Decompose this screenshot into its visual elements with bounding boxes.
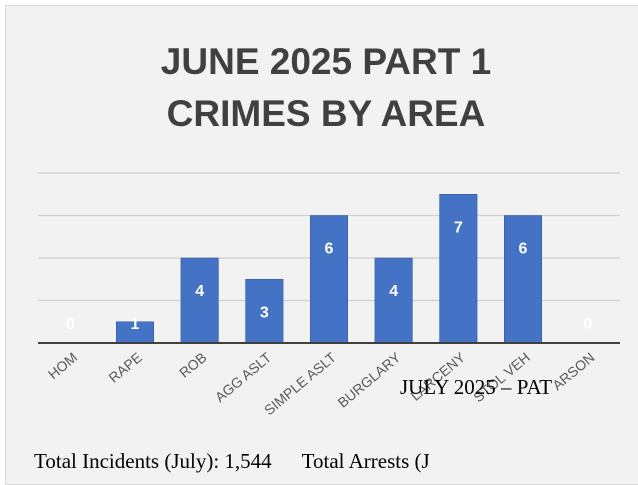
chart-title-line-2: CRIMES BY AREA bbox=[166, 93, 486, 134]
chart-title: JUNE 2025 PART 1 CRIMES BY AREA bbox=[6, 36, 638, 140]
data-label-arson: 0 bbox=[583, 316, 592, 333]
tick-label-hom: HOM bbox=[45, 349, 80, 382]
data-label-hom: 0 bbox=[66, 316, 75, 333]
document-heading: JULY 2025 – PAT bbox=[400, 375, 553, 399]
data-label-larceny: 7 bbox=[454, 219, 463, 236]
chart-title-line-1: JUNE 2025 PART 1 bbox=[160, 41, 492, 82]
data-label-agg-aslt: 3 bbox=[260, 304, 269, 321]
total-arrests-text: Total Arrests (J bbox=[301, 449, 430, 473]
bar-simple-aslt bbox=[309, 215, 349, 344]
total-incidents-text: Total Incidents (July): 1,544 bbox=[34, 449, 272, 473]
data-label-stol-veh: 6 bbox=[519, 241, 528, 258]
tick-label-burglary: BURGLARY bbox=[334, 349, 404, 411]
data-label-rape: 1 bbox=[131, 316, 140, 333]
bar-rob bbox=[180, 257, 219, 344]
tick-label-agg-aslt: AGG ASLT bbox=[212, 349, 275, 405]
tick-label-arson: ARSON bbox=[549, 349, 597, 393]
data-label-simple-aslt: 6 bbox=[325, 241, 334, 258]
bar-stol-veh bbox=[503, 215, 543, 344]
bar-agg-aslt bbox=[245, 279, 284, 344]
tick-label-rob: ROB bbox=[176, 349, 210, 381]
data-label-rob: 4 bbox=[195, 283, 204, 300]
bar-burglary bbox=[374, 257, 413, 344]
tick-label-rape: RAPE bbox=[105, 349, 144, 386]
bar-larceny bbox=[439, 194, 478, 344]
document-stats-line: Total Incidents (July): 1,544 Total Arres… bbox=[34, 449, 430, 474]
tick-label-simple-aslt: SIMPLE ASLT bbox=[261, 349, 339, 418]
data-label-burglary: 4 bbox=[389, 283, 398, 300]
